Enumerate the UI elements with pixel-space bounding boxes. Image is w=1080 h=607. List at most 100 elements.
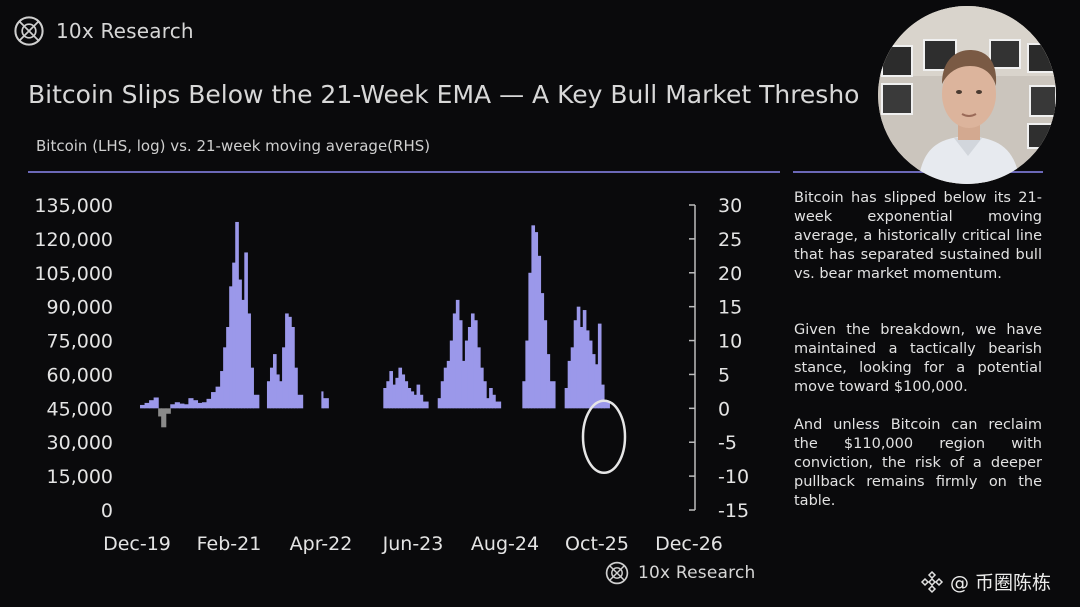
chart-bar [297,394,304,409]
chart-bar [253,394,260,409]
chart: 135,000 120,000 105,000 90,000 75,000 60,000 4… [34,195,749,555]
x-tick-label: Oct-25 [565,533,629,555]
chart-bar [192,400,199,409]
chart-bar [238,279,242,409]
watermark: @ 币圈陈栋 [920,568,1051,595]
chart-bar [201,402,208,409]
chart-bar [197,402,203,409]
y-left-tick-label: 120,000 [34,229,113,251]
chart-bar [473,320,478,409]
chart-bar [585,330,590,409]
x-tick-label: Jun-23 [382,533,444,555]
footer-logo-icon [605,561,629,585]
x-tick-label: Apr-22 [290,533,353,555]
brand-logo: 10x Research [12,14,194,48]
chart-bar [220,371,224,409]
chart-bar [576,306,581,409]
chart-bar [179,403,185,409]
y-right-tick-label: 20 [718,263,742,285]
chart-bar [437,398,442,409]
chart-bar [282,347,286,409]
chart-bar [464,340,469,409]
y-right-tick-label: 0 [718,398,730,420]
chart-bar [455,299,460,409]
chart-bar [543,320,548,409]
commentary-paragraph-1: Bitcoin has slipped below its 21-week ex… [794,190,1042,282]
chart-bar [183,404,189,409]
chart-bar [215,386,221,409]
chart-bar [588,340,593,409]
chart-bar [269,367,274,409]
chart-bar [288,316,292,409]
chart-bar [229,286,233,409]
x-tick-label: Dec-19 [103,533,171,555]
chart-bar [188,398,194,409]
footer-brand-name: 10x Research [638,563,756,583]
presenter-webcam [878,6,1056,184]
chart-title: Bitcoin Slips Below the 21-Week EMA — A … [28,80,860,109]
chart-bar [321,391,324,409]
y-left-tick-label: 75,000 [47,331,113,353]
chart-bar [144,402,150,409]
chart-bar [140,404,146,409]
exchange-logo-icon [920,570,944,593]
commentary-paragraph-2: Given the breakdown, we have maintained … [794,322,1042,395]
chart-bar [250,367,254,409]
y-right-tick-label: 15 [718,297,742,319]
y-right-tick-label: -15 [718,500,749,522]
y-right-tick-label: 5 [718,364,730,386]
x-tick-label: Feb-21 [197,533,262,555]
chart-bar [570,347,575,409]
chart-bar [291,327,295,409]
chart-divider [28,171,780,173]
chart-bar [492,394,496,409]
chart-bar [232,262,236,409]
chart-bar [446,360,451,409]
chart-bar [165,408,171,414]
chart-bar [276,374,280,409]
chart-bar [279,381,283,409]
highlight-ellipse [581,399,627,475]
y-right-tick-label: 30 [718,195,742,217]
chart-bar [383,388,387,409]
chart-bar [531,225,536,409]
footer-brand-logo: 10x Research [604,560,755,586]
chart-bar [285,313,289,409]
sidebar-divider [793,171,1043,173]
chart-bar [158,408,162,417]
chart-bar [549,381,556,409]
chart-bar [449,340,454,409]
chart-bar [413,394,418,409]
chart-bar [153,397,159,409]
chart-bar [486,398,490,409]
chart-bar [467,327,472,409]
chart-bar [401,374,406,409]
chart-bar [241,299,245,409]
chart-bar [600,384,605,409]
chart-bar [392,384,397,409]
chart-bar [443,367,448,409]
chart-bar [458,320,463,409]
y-right-tick-label: 10 [718,331,742,353]
chart-bar [591,354,596,409]
chart-bar [461,360,466,409]
brand-name: 10x Research [56,19,194,43]
chart-bar [525,340,529,409]
chart-bar [170,404,176,409]
chart-bar [206,398,212,409]
chart-bar [226,327,230,409]
chart-bar [470,313,475,409]
chart-bar [480,367,484,409]
chart-bar [579,327,584,409]
commentary-paragraph-3: And unless Bitcoin can reclaim the $110,… [794,417,1042,509]
chart-bar [422,401,429,409]
x-tick-label: Aug-24 [471,533,539,555]
chart-bar [161,408,167,428]
chart-bar [211,392,217,409]
chart-bar [410,391,415,409]
chart-bar [477,347,481,409]
chart-bar [582,310,587,409]
presenter-image [878,6,1056,184]
chart-bar [174,402,180,409]
chart-bar [537,255,542,409]
